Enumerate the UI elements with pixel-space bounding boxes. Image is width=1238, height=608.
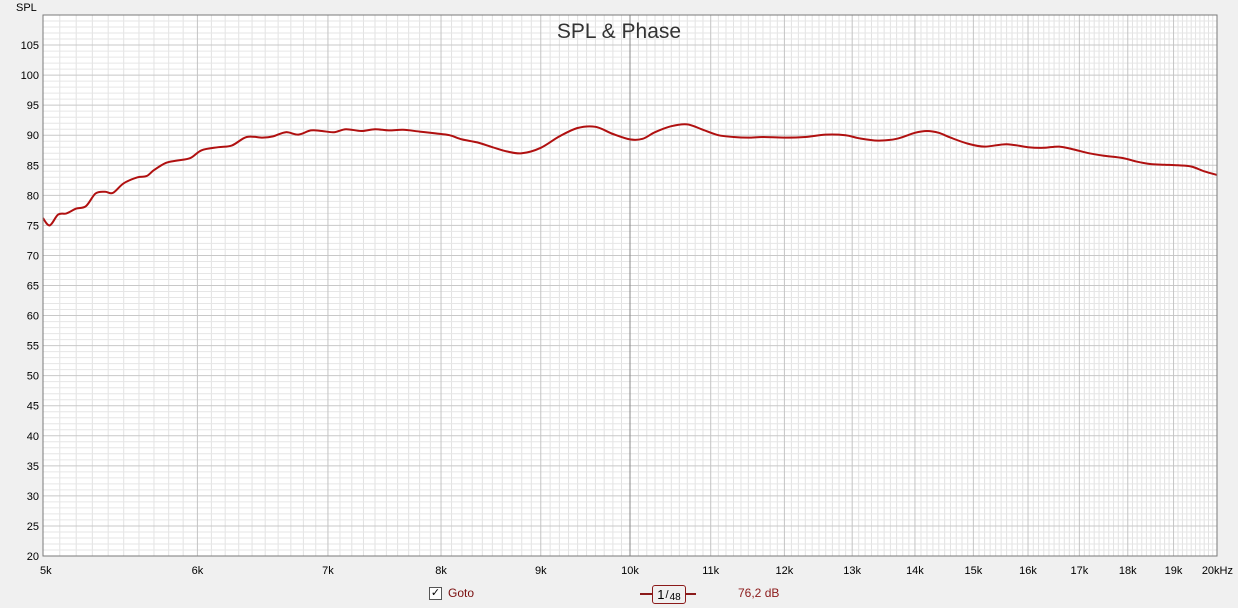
- y-tick-label: 70: [27, 250, 39, 262]
- y-tick-label: 85: [27, 160, 39, 172]
- y-tick-label: 35: [27, 461, 39, 473]
- x-tick-label: 16k: [1019, 565, 1037, 577]
- goto-toggle[interactable]: ✓ Goto: [429, 586, 474, 600]
- x-tick-label: 19k: [1165, 565, 1183, 577]
- y-tick-label: 25: [27, 521, 39, 533]
- y-tick-label: 75: [27, 220, 39, 232]
- x-tick-label: 7k: [322, 565, 334, 577]
- grid-lines: [42, 15, 1218, 557]
- y-tick-label: 50: [27, 371, 39, 383]
- x-tick-label: 9k: [535, 565, 547, 577]
- smoothing-slash: /: [665, 588, 669, 601]
- goto-label: Goto: [448, 586, 475, 600]
- x-tick-label: 6k: [192, 565, 204, 577]
- y-tick-label: 95: [27, 100, 39, 112]
- y-tick-label: 65: [27, 281, 39, 293]
- cursor-readout: 76,2 dB: [738, 586, 780, 600]
- plot-frame: [42, 14, 1218, 557]
- x-tick-label: 14k: [906, 565, 924, 577]
- smoothing-badge[interactable]: 1 / 48: [652, 585, 686, 604]
- y-tick-label: 80: [27, 190, 39, 202]
- x-tick-label: 17k: [1070, 565, 1088, 577]
- x-tick-label: 5k: [40, 565, 52, 577]
- y-tick-label: 100: [21, 70, 39, 82]
- x-tick-label: 18k: [1119, 565, 1137, 577]
- y-axis-label: SPL: [16, 2, 37, 14]
- x-tick-label: 8k: [435, 565, 447, 577]
- spl-curve: [42, 123, 1218, 227]
- x-axis-ticks: 5k 6k 7k 8k 9k 10k 11k 12k 13k 14k 15k 16k 17k 18k 19k…: [40, 565, 1233, 577]
- legend-bar: ✓ Goto 1 / 48 76,2 dB: [0, 584, 1238, 606]
- smoothing-denominator: 48: [669, 592, 681, 603]
- y-tick-label: 30: [27, 491, 39, 503]
- spl-chart[interactable]: 5k 6k 7k 8k 9k 10k 11k 12k 13k 14k 15k 16k 17k 18k 19k…: [0, 0, 1238, 584]
- y-axis-ticks: 20 25 30 35 40 45 50 55 60 65 70 75 80 85 90 95 100 105: [21, 40, 39, 563]
- goto-checkbox-icon[interactable]: ✓: [429, 586, 442, 600]
- x-tick-label: 11k: [702, 565, 719, 577]
- x-tick-label: 10k: [621, 565, 639, 577]
- x-tick-label: 20kHz: [1202, 565, 1233, 577]
- y-tick-label: 105: [21, 40, 39, 52]
- y-tick-label: 90: [27, 130, 39, 142]
- y-tick-label: 40: [27, 431, 39, 443]
- y-tick-label: 55: [27, 341, 39, 353]
- x-tick-label: 15k: [964, 565, 982, 577]
- y-tick-label: 45: [27, 401, 39, 413]
- y-tick-label: 20: [27, 551, 39, 563]
- x-tick-label: 12k: [776, 565, 794, 577]
- y-tick-label: 60: [27, 311, 39, 323]
- x-tick-label: 13k: [843, 565, 861, 577]
- smoothing-numerator: 1: [657, 587, 665, 602]
